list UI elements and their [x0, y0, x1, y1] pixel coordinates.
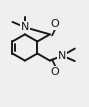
Text: N: N — [21, 22, 29, 32]
Text: O: O — [51, 67, 60, 77]
Text: O: O — [51, 19, 60, 29]
Text: N: N — [58, 51, 66, 61]
